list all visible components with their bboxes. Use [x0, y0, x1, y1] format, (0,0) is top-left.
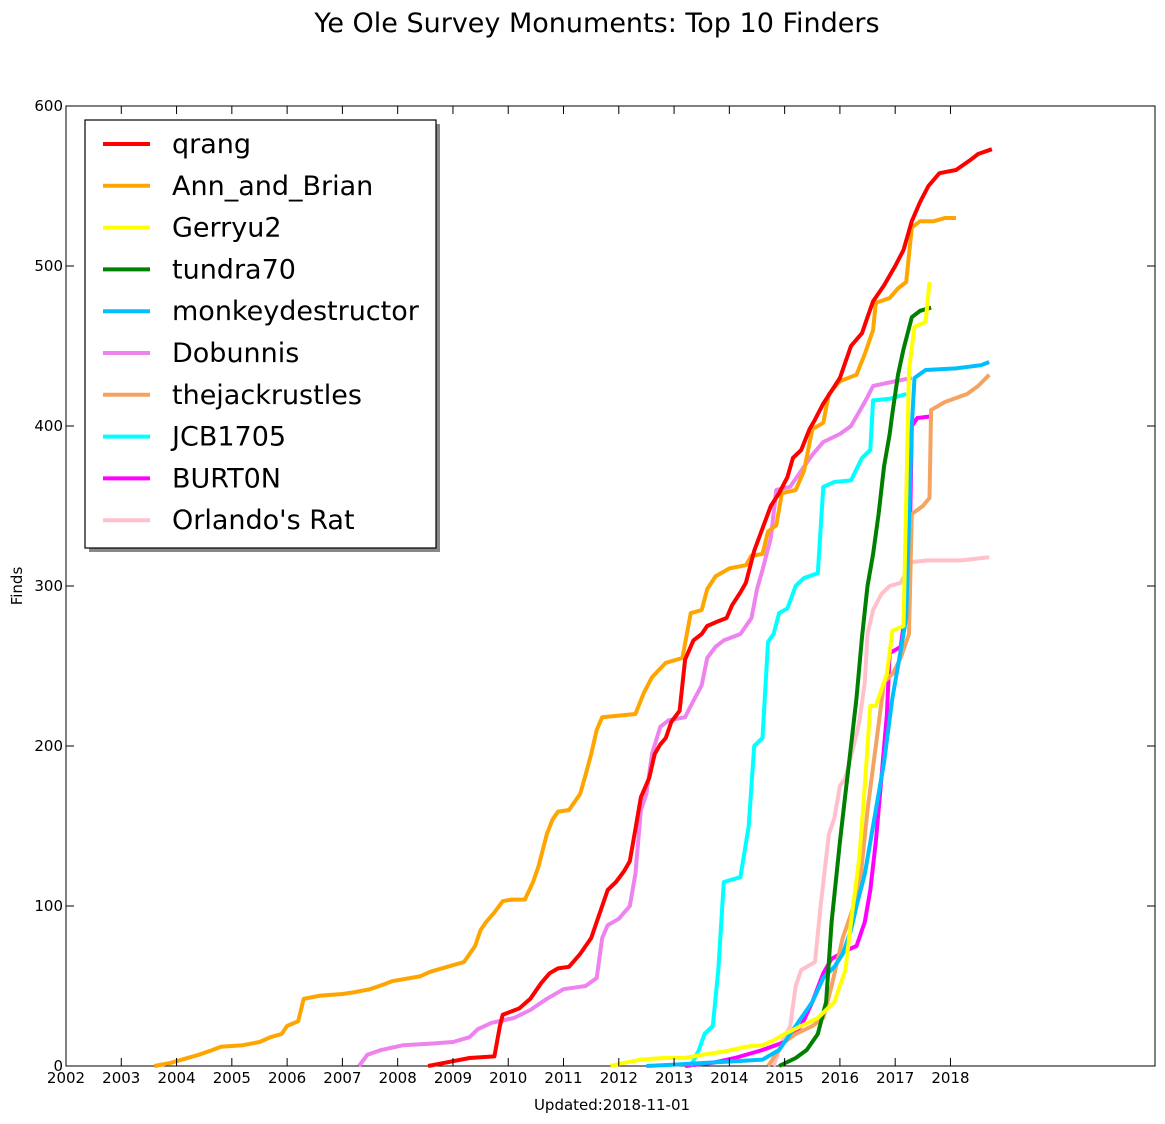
x-tick-label: 2014 [710, 1069, 748, 1087]
x-tick-label: 2013 [655, 1069, 693, 1087]
ticks-layer: 2002 2003 2004 2005 2006 2007 2008 2009 2010 2011… [34, 97, 1155, 1087]
y-axis-label: Finds [8, 567, 26, 606]
y-tick-label: 500 [34, 257, 63, 275]
legend: qrang Ann_and_Brian Gerryu2 tundra70 monkeyd… [84, 119, 440, 552]
x-tick-label: 2005 [213, 1069, 251, 1087]
x-tick-label: 2002 [47, 1069, 85, 1087]
y-tick-label: 600 [34, 97, 63, 115]
y-tick-label: 400 [34, 417, 63, 435]
legend-label-6: thejackrustles [172, 380, 362, 411]
legend-label-2: Gerryu2 [172, 213, 282, 244]
series-line-7 [688, 392, 907, 1067]
chart-title: Ye Ole Survey Monuments: Top 10 Finders [313, 8, 879, 39]
x-tick-label: 2008 [379, 1069, 417, 1087]
x-tick-label: 2018 [931, 1069, 969, 1087]
legend-label-4: monkeydestructor [172, 296, 420, 327]
legend-label-1: Ann_and_Brian [172, 171, 373, 202]
y-tick-label: 0 [53, 1057, 63, 1075]
x-tick-label: 2015 [766, 1069, 804, 1087]
x-tick-label: 2016 [821, 1069, 859, 1087]
legend-label-9: Orlando's Rat [172, 505, 355, 536]
x-tick-label: 2011 [544, 1069, 582, 1087]
x-tick-label: 2010 [489, 1069, 527, 1087]
x-tick-label: 2012 [600, 1069, 638, 1087]
legend-label-8: BURT0N [172, 463, 281, 494]
legend-label-7: JCB1705 [170, 422, 286, 453]
y-tick-label: 100 [34, 897, 63, 915]
x-tick-label: 2004 [157, 1069, 195, 1087]
x-tick-label: 2003 [102, 1069, 140, 1087]
x-tick-label: 2009 [434, 1069, 472, 1087]
series-line-4 [646, 360, 990, 1068]
series-layer [154, 147, 993, 1068]
x-axis-label: Updated:2018-11-01 [534, 1096, 690, 1114]
x-tick-label: 2017 [876, 1069, 914, 1087]
legend-label-5: Dobunnis [172, 338, 299, 369]
y-tick-label: 300 [34, 577, 63, 595]
y-tick-label: 200 [34, 737, 63, 755]
legend-label-3: tundra70 [172, 254, 296, 285]
series-line-2 [610, 281, 932, 1068]
series-line-0 [427, 147, 993, 1068]
series-line-3 [778, 305, 932, 1068]
x-tick-label: 2007 [323, 1069, 361, 1087]
x-tick-label: 2006 [268, 1069, 306, 1087]
legend-label-0: qrang [172, 129, 251, 160]
